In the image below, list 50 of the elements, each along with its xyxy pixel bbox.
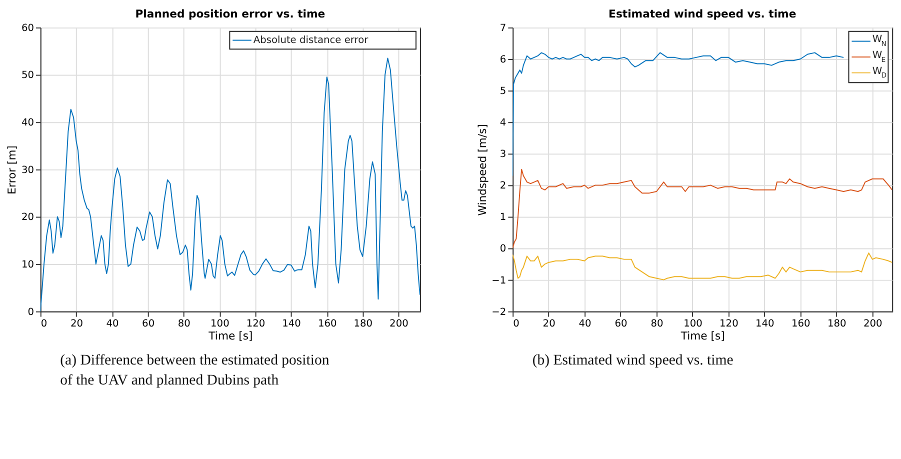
y-tick-label: 4 <box>500 118 506 129</box>
y-axis-title: Windspeed [m/s] <box>476 124 489 216</box>
x-tick-label: 140 <box>756 318 774 330</box>
x-tick-label: 120 <box>246 318 266 330</box>
x-tick-label: 160 <box>318 318 337 330</box>
x-tick-label: 200 <box>390 318 408 330</box>
y-tick-label: 40 <box>21 118 34 129</box>
y-tick-label: 60 <box>21 22 34 34</box>
legend-label: Absolute distance error <box>253 35 370 46</box>
line-series <box>512 168 892 249</box>
x-tick-label: 180 <box>354 318 373 330</box>
x-tick-label: 200 <box>863 318 882 330</box>
x-tick-label: 80 <box>650 318 664 330</box>
x-tick-label: 20 <box>542 318 556 330</box>
x-tick-label: 60 <box>142 318 155 330</box>
x-tick-label: 80 <box>178 318 190 330</box>
x-tick-label: 0 <box>513 318 520 330</box>
chart-title: Planned position error vs. time <box>135 8 326 21</box>
y-tick-label: 5 <box>500 86 506 97</box>
x-axis-title: Time [s] <box>208 329 253 342</box>
y-tick-label: 30 <box>21 164 34 176</box>
chart-title: Estimated wind speed vs. time <box>608 8 796 21</box>
y-tick-label: 6 <box>500 54 506 66</box>
y-tick-label: 0 <box>500 244 506 255</box>
text: (b) Estimated wind speed vs. time <box>532 352 734 369</box>
y-tick-label: 50 <box>21 70 34 82</box>
text: (a) Difference between the estimated position of the UAV and planned Dubins path <box>60 352 330 388</box>
y-tick-label: −1 <box>492 275 506 286</box>
x-tick-label: 20 <box>70 318 83 330</box>
line-series <box>512 252 892 280</box>
y-axis-title: Error [m] <box>6 145 19 194</box>
y-tick-label: −2 <box>492 306 506 318</box>
y-tick-label: 1 <box>500 212 506 224</box>
y-tick-label: 0 <box>28 306 34 318</box>
x-tick-label: 160 <box>791 318 810 330</box>
y-tick-label: 20 <box>21 212 34 224</box>
y-tick-label: 3 <box>500 149 506 160</box>
x-tick-label: 40 <box>106 318 119 330</box>
x-tick-label: 120 <box>720 318 738 330</box>
x-tick-label: 140 <box>282 318 301 330</box>
y-tick-label: 2 <box>500 180 506 192</box>
x-tick-label: 100 <box>210 318 230 330</box>
x-tick-label: 40 <box>578 318 592 330</box>
x-tick-label: 0 <box>40 318 48 330</box>
x-tick-label: 60 <box>614 318 628 330</box>
y-tick-label: 10 <box>21 259 34 270</box>
y-tick-label: 7 <box>500 22 506 34</box>
x-axis-title: Time [s] <box>680 329 725 342</box>
x-tick-label: 180 <box>827 318 846 330</box>
x-tick-label: 100 <box>684 318 702 330</box>
